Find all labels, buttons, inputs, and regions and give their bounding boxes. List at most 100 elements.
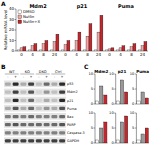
band [13,115,19,118]
legend-label: Nutlin+X [23,19,40,24]
bar [45,41,48,52]
lane-label: + [30,75,33,79]
y-tick-label: 5 [111,87,113,91]
marks [116,80,128,104]
band [44,139,50,142]
band [36,91,42,94]
blot-strip [4,105,66,112]
lane-label: + [61,75,64,79]
panel-label: C [84,63,89,70]
bar [67,41,70,52]
chart: 0510 [109,111,128,145]
band [44,82,50,85]
band [13,91,19,94]
y-tick [135,143,137,144]
y-tick [15,30,17,31]
bar [116,101,119,104]
bar [145,98,148,104]
group-label: Mdm2 [29,3,47,9]
legend-swatch [18,10,22,14]
band [20,131,26,134]
y-tick-label: 0 [11,48,14,53]
y-tick-label: 40 [9,6,15,11]
bar [141,92,144,104]
band [5,91,11,94]
band [20,82,26,85]
figure: 010203040048240482404824Mdm2p21PumaRelat… [0,0,150,147]
y-tick [94,74,96,75]
x-tick-label: 8 [86,52,89,57]
lane-label: + [14,75,17,79]
bar [95,140,98,143]
y-tick [135,128,137,129]
band [59,107,65,110]
band [51,82,57,85]
bar [23,47,26,51]
y-tick-label: 5 [91,87,93,91]
y-tick-label: 10 [109,72,114,76]
chart: 0510 [130,111,149,145]
y-tick [135,104,137,105]
band [44,115,50,118]
blot-strip [4,129,66,136]
band [13,123,19,126]
x-tick-label: 0 [64,52,67,57]
y-tick-label: 10 [9,38,15,43]
y-tick [15,51,17,52]
y-tick-label: 0 [91,141,94,145]
y-tick-label: 30 [9,17,15,22]
band [5,107,11,110]
panel-label: B [1,63,6,70]
bar [100,15,103,51]
group-label: p21 [77,3,88,10]
lane-label: - [38,75,40,79]
bar [145,128,148,143]
x-tick-label: 4 [31,52,34,57]
y-axis [115,74,116,104]
band [13,99,19,102]
bar [95,101,98,104]
row-label: Bax [67,115,73,119]
y-tick-label: 10 [109,111,114,115]
y-tick [114,74,116,75]
y-tick-label: 10 [88,111,93,115]
western-blot: WTKODKOCtrl-+-+-+-+p53Mdm2p21PumaBaxPARP… [4,70,85,144]
bar [78,32,81,51]
marks [95,86,107,104]
band [59,131,65,134]
y-tick [114,143,116,144]
band [36,131,42,134]
band [5,99,11,102]
band [36,82,42,85]
y-tick-label: 10 [130,111,135,115]
bar [100,86,103,104]
y-tick [94,113,96,114]
band [13,139,19,142]
band [20,99,26,102]
band [28,139,34,142]
chart: 0510Puma [130,69,150,107]
y-tick [114,104,116,105]
lane-label: - [23,75,25,79]
band [59,91,65,94]
x-tick-label: 24 [96,52,102,57]
y-axis-label: Relative mRNA level [3,10,8,51]
bar [111,48,114,51]
y-axis [95,74,96,104]
bar [104,95,107,104]
bar [97,32,100,51]
chart: 0510Mdm2 [88,69,108,107]
y-axis [95,113,96,143]
band [51,99,57,102]
y-tick [114,89,116,90]
y-axis [115,113,116,143]
band [51,139,57,142]
marks [137,92,149,104]
bar [64,45,67,51]
bar [75,41,78,52]
y-tick [114,128,116,129]
band [20,123,26,126]
lane-group-label: KO [25,70,30,74]
band [20,107,26,110]
y-axis [136,113,137,143]
